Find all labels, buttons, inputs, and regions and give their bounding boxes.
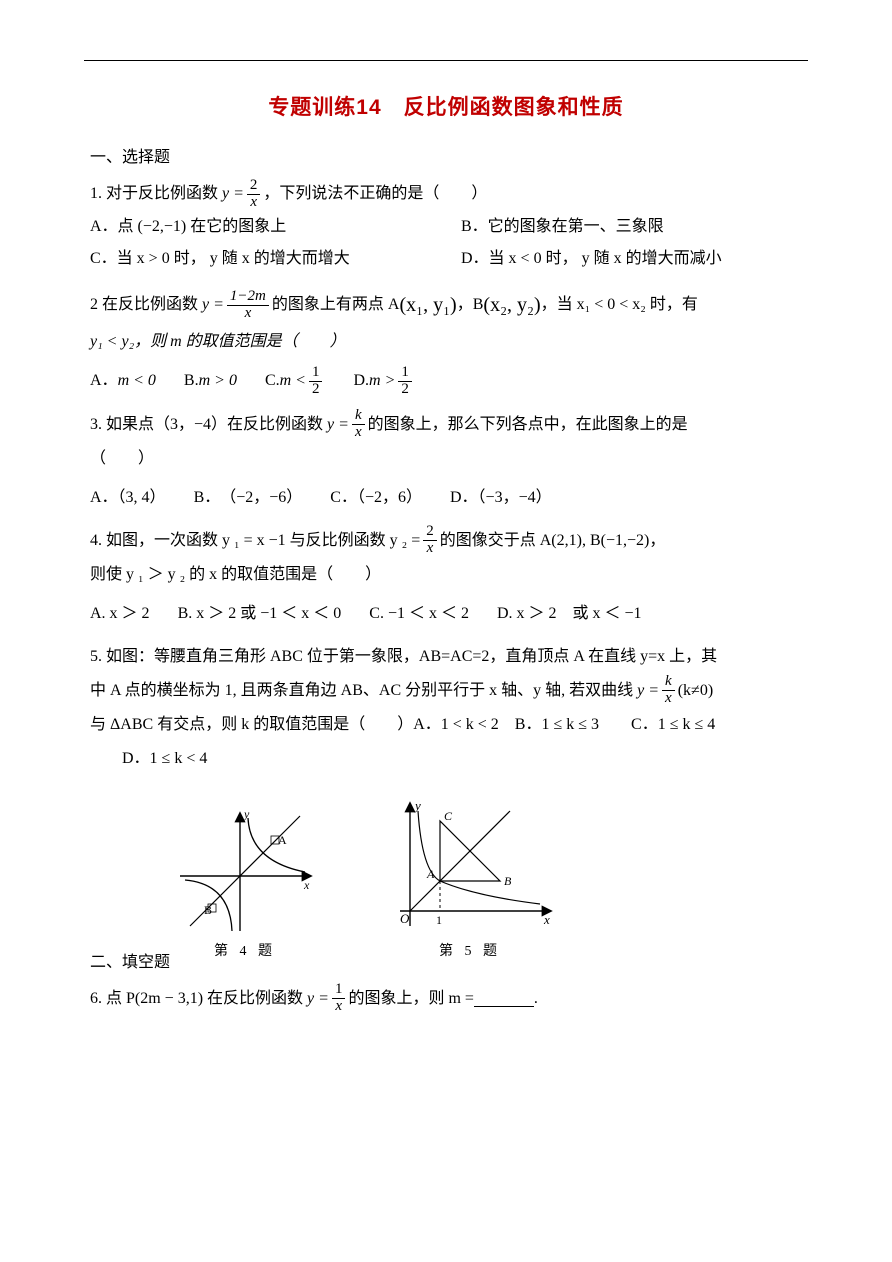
fig4-x-label: x: [303, 878, 310, 892]
question-1: 1. 对于反比例函数 y = 2 x ，下列说法不正确的是（ ） A．点 (−2…: [90, 177, 802, 275]
q2-opt-a: A． m < 0: [90, 365, 156, 397]
q3-opt-a: A．（3, 4）: [90, 482, 166, 514]
q6-fraction: 1 x: [331, 982, 347, 1015]
q2-pt2: (x₂, y₂): [483, 285, 540, 325]
q4-opt-c: C. −1 ＜ x ＜ 2: [369, 598, 469, 630]
q2-stem-c: ，当 x₁ < 0 < x₂ 时，有: [541, 289, 698, 321]
q2-opt-c: C. m < 1 2: [265, 365, 326, 398]
fig5-x-label: x: [543, 912, 550, 927]
q2-stem-a: 2 在反比例函数: [90, 289, 198, 321]
figure-5-svg: y x O 1 A B C: [380, 796, 560, 936]
document-title: 专题训练14 反比例函数图象和性质: [90, 91, 802, 121]
q2-stem-b: 的图象上有两点 A: [272, 289, 400, 321]
fig4-y-label: y: [243, 807, 250, 821]
fig5-o-label: O: [400, 911, 410, 926]
question-3: 3. 如果点（3，−4）在反比例函数 y = k x 的图象上，那么下列各点中，…: [90, 408, 802, 514]
question-5: 5. 如图：等腰直角三角形 ABC 位于第一象限，AB=AC=2，直角顶点 A …: [90, 640, 802, 776]
document-page: 专题训练14 反比例函数图象和性质 一、选择题 1. 对于反比例函数 y = 2…: [0, 0, 892, 1066]
q5-stem-b: 中 A 点的横坐标为 1, 且两条直角边 AB、AC 分别平行于 x 轴、y 轴…: [90, 675, 633, 707]
q1-opt-d: D．当 x < 0 时， y 随 x 的增大而减小: [461, 243, 802, 275]
q5-y-eq: y =: [637, 675, 659, 707]
q1-stem-a: 1. 对于反比例函数: [90, 178, 218, 210]
fig5-y-label: y: [413, 798, 421, 813]
q2-opt-d: D. m > 1 2: [353, 365, 414, 398]
q2-fraction: 1−2m x: [226, 289, 270, 322]
q2-y-eq: y =: [202, 289, 224, 321]
top-rule: [84, 60, 808, 61]
q3-fraction: k x: [351, 408, 366, 441]
q4-opt-d: D. x ＞ 2 或 x ＜ −1: [497, 598, 642, 630]
fig5-a-label: A: [426, 867, 435, 881]
q6-stem-b: 的图象上，则 m =: [348, 983, 473, 1015]
q3-stem-a: 3. 如果点（3，−4）在反比例函数: [90, 409, 323, 441]
section-header-1: 一、选择题: [90, 143, 802, 167]
figures-row: y x A B 第 4 题: [170, 796, 802, 960]
q1-opt-b: B．它的图象在第一、三象限: [461, 211, 802, 243]
q3-stem-c: （ ）: [90, 443, 154, 475]
figure-5-caption: 第 5 题: [380, 940, 560, 960]
fig5-c-label: C: [444, 809, 453, 823]
figure-4: y x A B 第 4 题: [170, 806, 320, 960]
q1-stem-b: ，下列说法不正确的是（ ）: [263, 178, 487, 210]
q4-stem-a: 4. 如图，一次函数 y ₁ = x −1 与反比例函数 y ₂ =: [90, 525, 420, 557]
q5-stem-e: D．1 ≤ k < 4: [90, 743, 207, 775]
question-6: 6. 点 P(2m − 3,1) 在反比例函数 y = 1 x 的图象上，则 m…: [90, 982, 802, 1016]
q6-blank: [474, 990, 534, 1007]
q4-opt-a: A. x ＞ 2: [90, 598, 150, 630]
q5-stem-c: (k≠0): [678, 675, 713, 707]
q4-stem-b: 的图像交于点 A(2,1), B(−1,−2)，: [440, 525, 666, 557]
q4-opt-b: B. x ＞ 2 或 −1 ＜ x ＜ 0: [178, 598, 342, 630]
q1-opt-c: C．当 x > 0 时， y 随 x 的增大而增大: [90, 243, 431, 275]
figure-4-caption: 第 4 题: [170, 940, 320, 960]
q6-stem-a: 6. 点 P(2m − 3,1) 在反比例函数: [90, 983, 303, 1015]
question-4: 4. 如图，一次函数 y ₁ = x −1 与反比例函数 y ₂ = 2 x 的…: [90, 524, 802, 630]
q1-opt-a: A．点 (−2,−1) 在它的图象上: [90, 211, 431, 243]
q2-comma: ，B: [457, 289, 484, 321]
q2-stem-d: y₁ < y₂，则 m 的取值范围是（ ）: [90, 326, 346, 358]
q3-stem-b: 的图象上，那么下列各点中，在此图象上的是: [368, 409, 688, 441]
q2-opt-b: B. m > 0: [184, 365, 237, 397]
q5-stem-d: 与 ΔABC 有交点，则 k 的取值范围是（ ）A．1 < k < 2 B．1 …: [90, 709, 715, 741]
q5-stem-a: 5. 如图：等腰直角三角形 ABC 位于第一象限，AB=AC=2，直角顶点 A …: [90, 641, 717, 673]
q4-fraction: 2 x: [422, 524, 438, 557]
q3-opt-b: B． （−2，−6）: [194, 482, 303, 514]
q2-pt1: (x₁, y₁): [399, 285, 456, 325]
q1-fraction: 2 x: [246, 178, 262, 211]
q1-y-eq: y =: [222, 178, 244, 210]
q6-stem-c: .: [534, 983, 538, 1015]
q6-y-eq: y =: [307, 983, 329, 1015]
q5-fraction: k x: [661, 674, 676, 707]
fig5-b-label: B: [504, 874, 512, 888]
question-2: 2 在反比例函数 y = 1−2m x 的图象上有两点 A (x₁, y₁) ，…: [90, 285, 802, 398]
figure-4-svg: y x A B: [170, 806, 320, 936]
figure-5: y x O 1 A B C 第 5 题: [380, 796, 560, 960]
q3-opt-c: C．（−2，6）: [330, 482, 422, 514]
q4-stem-c: 则使 y ₁ ＞ y ₂ 的 x 的取值范围是（ ）: [90, 559, 381, 591]
q3-opt-d: D．（−3，−4）: [450, 482, 552, 514]
q3-y-eq: y =: [327, 409, 349, 441]
fig5-1-label: 1: [436, 913, 442, 927]
